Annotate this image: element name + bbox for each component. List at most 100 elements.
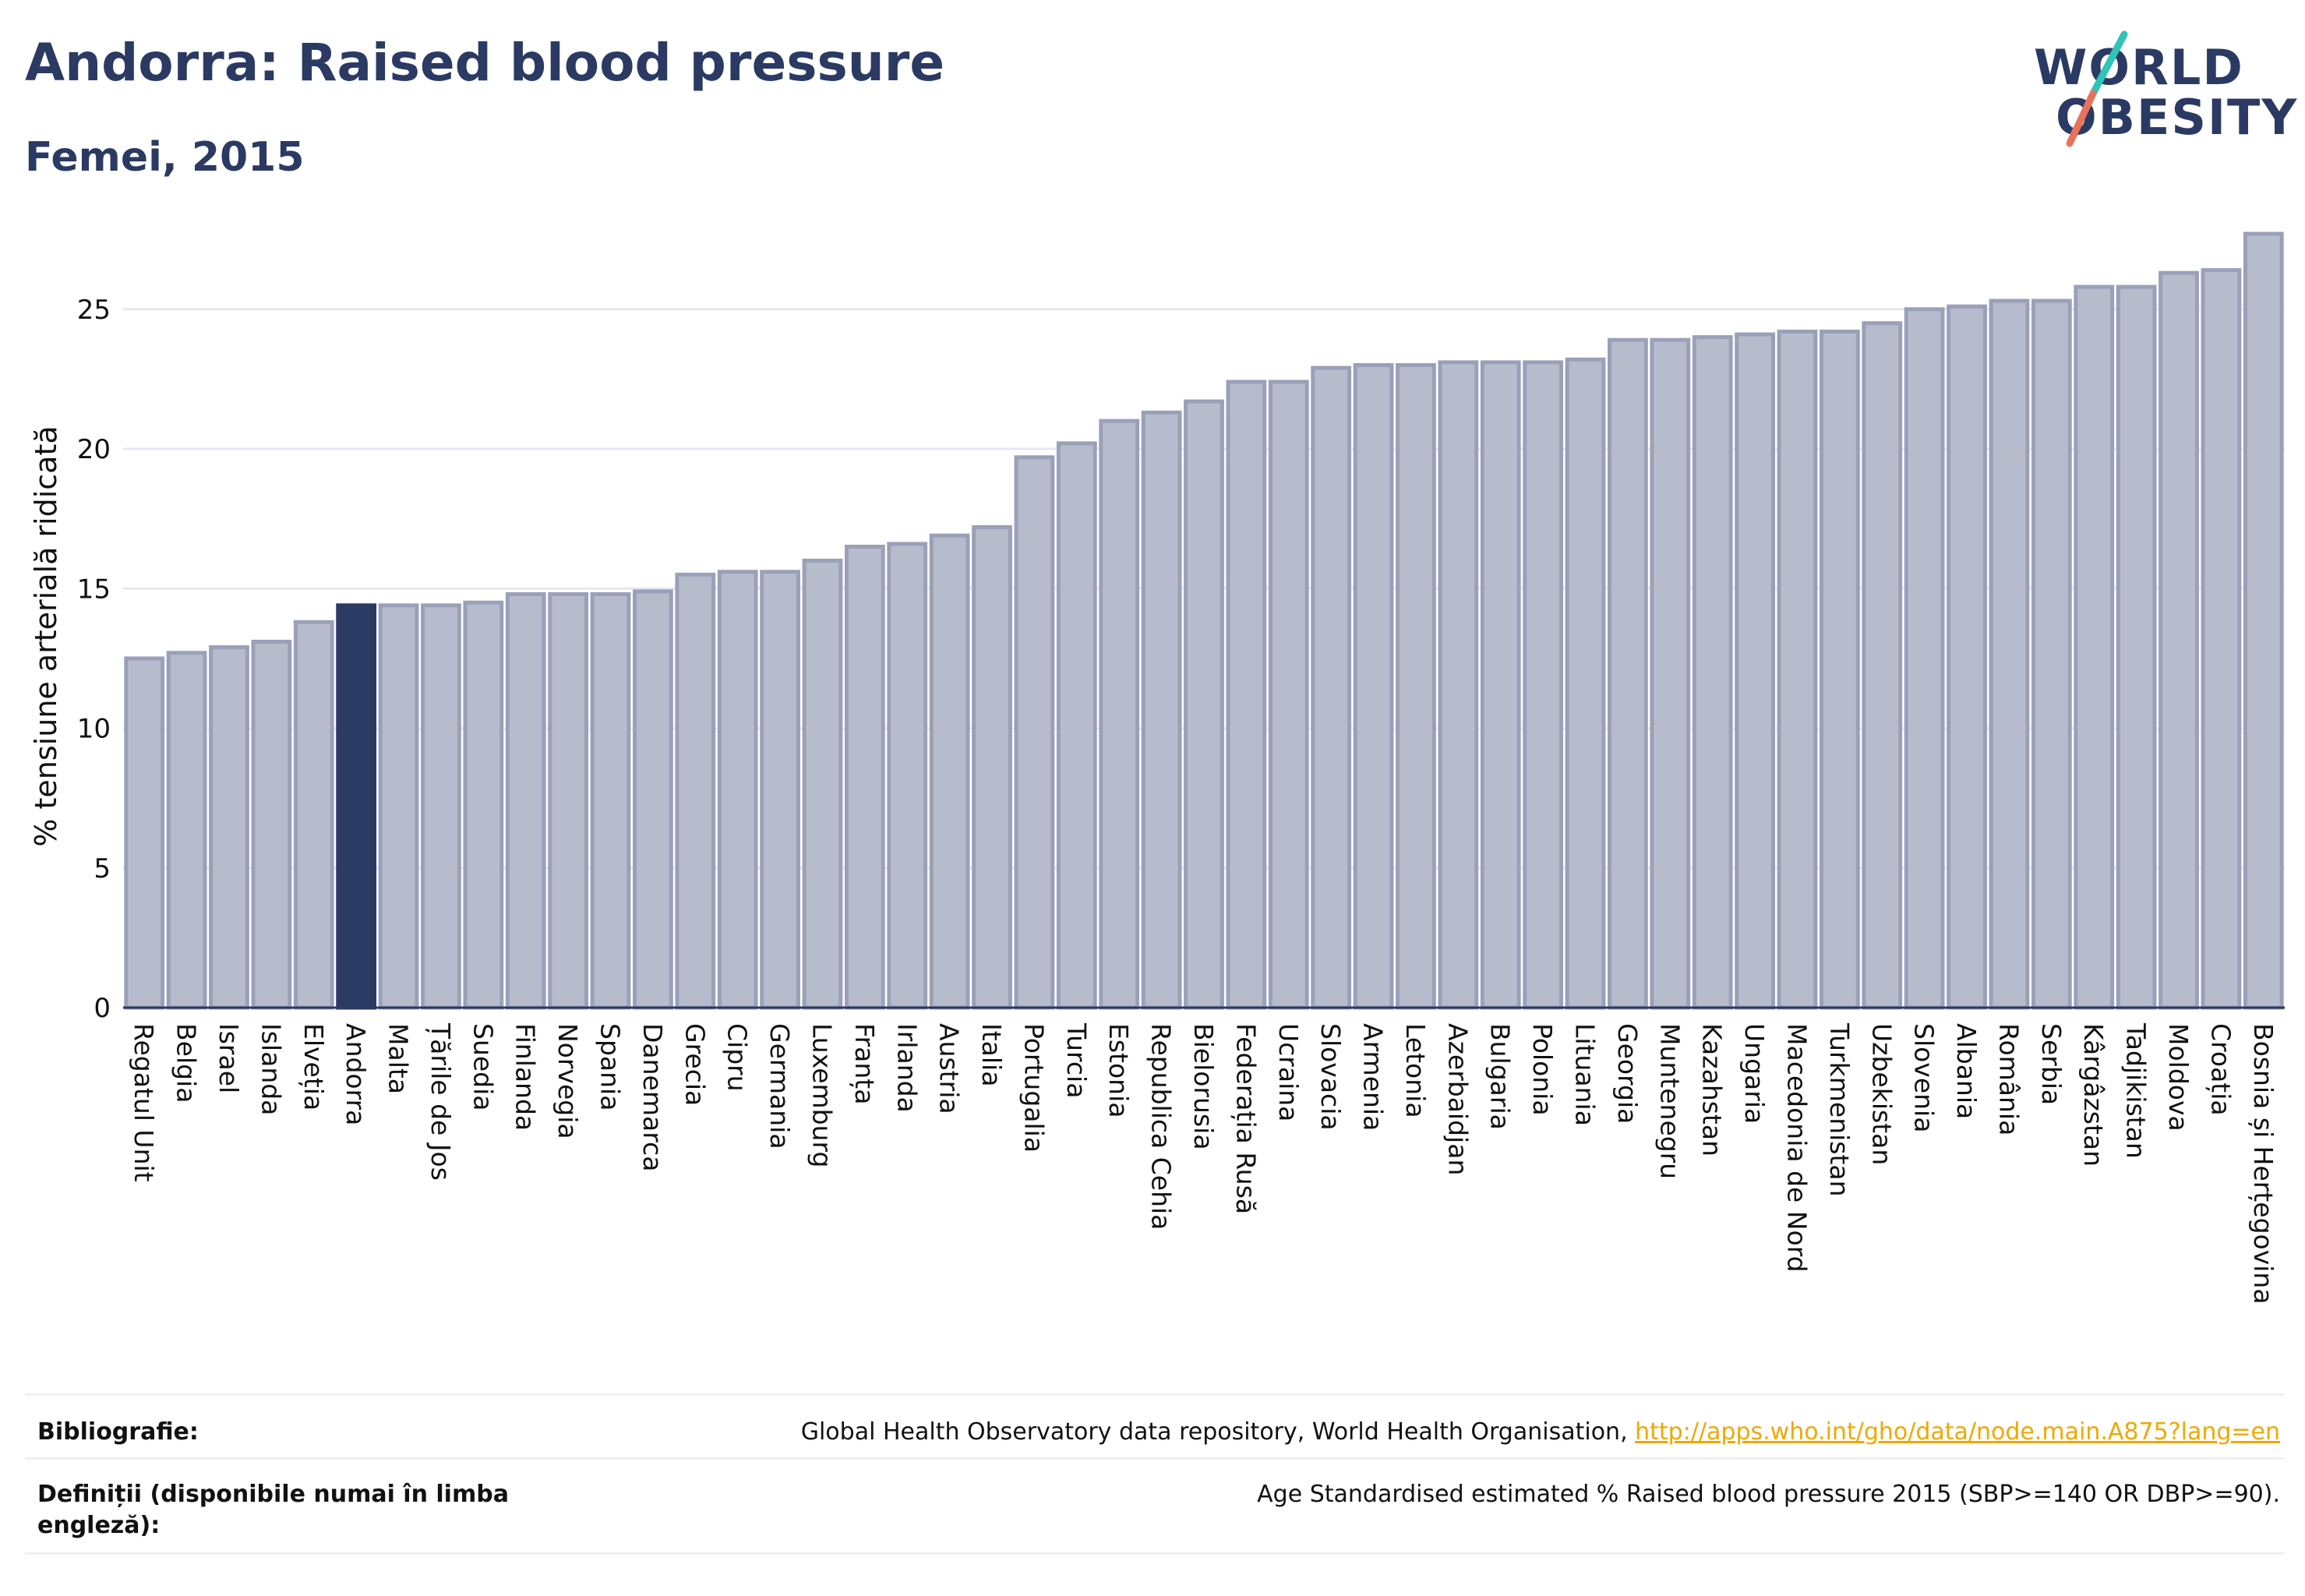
definitions-text: Age Standardised estimated % Raised bloo… xyxy=(1257,1481,2280,1508)
bar-belgia[interactable] xyxy=(166,651,207,1010)
x-tick-label: Danemarca xyxy=(637,1023,668,1171)
x-tick-label: Finlanda xyxy=(510,1023,541,1131)
x-tick-label: Serbia xyxy=(2036,1023,2067,1105)
bar-croația[interactable] xyxy=(2201,268,2242,1010)
x-tick-label: Letonia xyxy=(1400,1023,1431,1118)
x-tick-label: Bosnia și Herțegovina xyxy=(2247,1023,2279,1305)
x-tick-label: Austria xyxy=(934,1023,965,1114)
bar-elveția[interactable] xyxy=(293,620,334,1010)
bar-suedia[interactable] xyxy=(463,600,504,1010)
x-tick-label: Slovacia xyxy=(1315,1023,1346,1131)
bar-georgia[interactable] xyxy=(1608,337,1648,1010)
x-tick-label: Federația Rusă xyxy=(1230,1023,1261,1214)
bar-danemarca[interactable] xyxy=(633,589,673,1010)
x-axis-ticks: Regatul Unit Belgia Israel Islanda Elveția An… xyxy=(129,1022,2279,1305)
bar-țările-de-jos[interactable] xyxy=(421,603,461,1010)
bar-slovacia[interactable] xyxy=(1311,365,1352,1010)
x-tick-label: Norvegia xyxy=(552,1023,583,1139)
bar-bosnia-și-herțegovina[interactable] xyxy=(2243,231,2284,1010)
y-tick-label: 15 xyxy=(77,574,111,605)
bar-republica-cehia[interactable] xyxy=(1141,410,1182,1010)
bar-finlanda[interactable] xyxy=(505,591,546,1010)
bar-kazahstan[interactable] xyxy=(1692,335,1733,1010)
x-tick-label: Lituania xyxy=(1570,1023,1601,1126)
bar-cipru[interactable] xyxy=(717,570,758,1010)
bar-bielorusia[interactable] xyxy=(1184,399,1224,1010)
x-tick-label: Andorra xyxy=(341,1023,371,1125)
footer-divider xyxy=(25,1457,2285,1460)
bar-uzbekistan[interactable] xyxy=(1862,321,1903,1010)
x-tick-label: Elveția xyxy=(298,1023,329,1110)
world-obesity-logo[interactable]: WORLD OBESITY xyxy=(2034,30,2296,164)
bar-chart: 0 5 10 15 20 25 Regatul Unit Belgia Israel Islan… xyxy=(29,231,2285,1305)
bar-federația-rusă[interactable] xyxy=(1226,380,1267,1010)
bibliography-link[interactable]: http://apps.who.int/gho/data/node.main.A… xyxy=(1635,1418,2280,1446)
x-tick-label: Franța xyxy=(849,1023,880,1104)
footer-divider xyxy=(25,1552,2285,1555)
x-tick-label: Malta xyxy=(383,1023,414,1094)
bar-italia[interactable] xyxy=(972,524,1012,1010)
logo-slash-icon xyxy=(2066,30,2128,147)
bar-israel[interactable] xyxy=(209,645,249,1010)
bar-estonia[interactable] xyxy=(1099,418,1140,1010)
x-tick-label: Regatul Unit xyxy=(129,1023,159,1182)
bar-azerbaidjan[interactable] xyxy=(1438,360,1479,1010)
bar-germania[interactable] xyxy=(760,570,800,1010)
bar-slovenia[interactable] xyxy=(1904,307,1945,1010)
x-tick-label: Turcia xyxy=(1061,1022,1092,1098)
bar-malta[interactable] xyxy=(378,603,419,1010)
x-tick-label: Portugalia xyxy=(1018,1023,1049,1153)
bar-portugalia[interactable] xyxy=(1014,455,1055,1010)
y-tick-label: 25 xyxy=(77,295,111,326)
y-axis-ticks: 0 5 10 15 20 25 xyxy=(77,295,111,1024)
bar-turcia[interactable] xyxy=(1056,441,1097,1010)
x-tick-label: Georgia xyxy=(1612,1023,1643,1124)
logo-text-obesity: OBESITY xyxy=(2056,89,2299,146)
x-tick-label: Kazahstan xyxy=(1697,1023,1728,1156)
bar-tadjikistan[interactable] xyxy=(2116,284,2157,1010)
x-tick-label: Italia xyxy=(976,1023,1007,1086)
bar-moldova[interactable] xyxy=(2159,270,2199,1010)
x-tick-label: Macedonia de Nord xyxy=(1781,1023,1812,1273)
x-tick-label: Muntenegru xyxy=(1654,1023,1685,1179)
bar-albania[interactable] xyxy=(1947,304,1987,1010)
bar-bulgaria[interactable] xyxy=(1480,360,1521,1010)
x-tick-label: Tadjikistan xyxy=(2121,1022,2151,1159)
bar-regatul-unit[interactable] xyxy=(124,656,165,1010)
bar-armenia[interactable] xyxy=(1353,362,1394,1010)
footer-divider xyxy=(25,1393,2285,1396)
bibliography-source: Global Health Observatory data repositor… xyxy=(801,1417,2280,1448)
bar-austria[interactable] xyxy=(929,533,970,1010)
bar-spania[interactable] xyxy=(590,591,631,1010)
bar-turkmenistan[interactable] xyxy=(1819,329,1860,1010)
x-tick-label: Grecia xyxy=(679,1023,710,1106)
bar-românia[interactable] xyxy=(1989,298,2030,1010)
bar-ucraina[interactable] xyxy=(1268,380,1309,1010)
bar-irlanda[interactable] xyxy=(887,542,928,1010)
bar-muntenegru[interactable] xyxy=(1650,337,1691,1010)
y-tick-label: 0 xyxy=(94,993,111,1024)
bibliography-label: Bibliografie: xyxy=(37,1418,199,1446)
bar-grecia[interactable] xyxy=(675,572,716,1010)
y-tick-label: 5 xyxy=(94,853,111,885)
bar-norvegia[interactable] xyxy=(548,591,589,1010)
bar-andorra[interactable] xyxy=(336,603,377,1010)
bar-islanda[interactable] xyxy=(251,639,292,1010)
x-tick-label: România xyxy=(1993,1023,2024,1135)
y-tick-label: 20 xyxy=(77,434,111,465)
x-tick-label: Irlanda xyxy=(891,1023,922,1113)
bar-kârgâzstan[interactable] xyxy=(2074,284,2115,1010)
bar-ungaria[interactable] xyxy=(1735,332,1775,1010)
bar-lituania[interactable] xyxy=(1565,357,1606,1010)
x-tick-label: Moldova xyxy=(2163,1023,2194,1132)
bar-serbia[interactable] xyxy=(2031,298,2072,1010)
x-tick-label: Azerbaidjan xyxy=(1442,1023,1473,1175)
logo-text-world: WORLD xyxy=(2034,39,2244,96)
bar-luxemburg[interactable] xyxy=(802,558,843,1010)
x-tick-label: Turkmenistan xyxy=(1824,1022,1855,1197)
bar-polonia[interactable] xyxy=(1523,360,1564,1010)
bar-franța[interactable] xyxy=(844,545,885,1010)
bar-letonia[interactable] xyxy=(1396,362,1436,1010)
bar-macedonia-de-nord[interactable] xyxy=(1777,329,1818,1010)
x-tick-label: Islanda xyxy=(256,1023,286,1115)
